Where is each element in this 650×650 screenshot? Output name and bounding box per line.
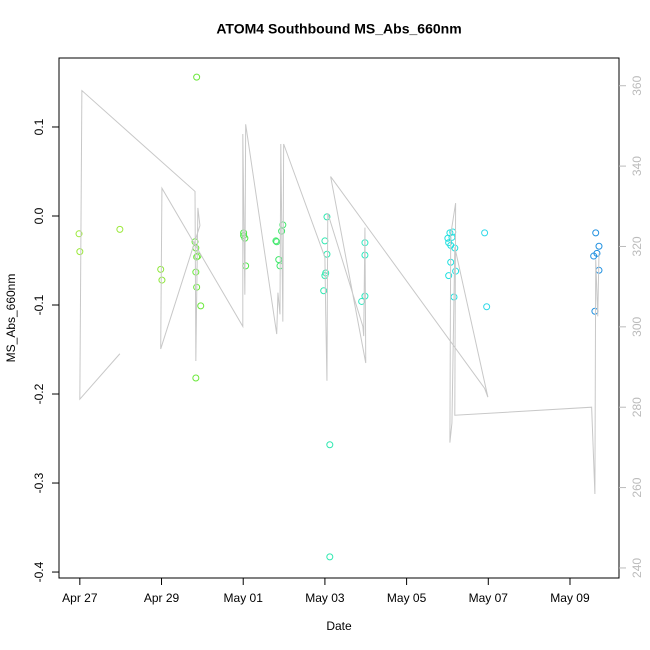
data-point	[158, 276, 166, 284]
x-tick-label: Apr 29	[144, 591, 180, 605]
data-point	[326, 553, 334, 561]
plot-frame	[58, 57, 620, 579]
data-point	[595, 242, 603, 250]
data-point	[193, 253, 201, 261]
data-point	[481, 229, 489, 237]
data-line	[79, 89, 600, 495]
x-axis-label: Date	[326, 619, 352, 633]
y-tick-label: 0.0	[32, 207, 46, 224]
y2-tick-label: 240	[630, 558, 644, 578]
data-point	[157, 265, 165, 273]
y2-tick-label: 280	[630, 397, 644, 417]
data-point	[593, 249, 601, 257]
data-point	[321, 237, 329, 245]
x-tick-label: May 01	[224, 591, 264, 605]
x-tick-label: May 07	[469, 591, 509, 605]
y2-tick-label: 300	[630, 317, 644, 337]
y2-tick-label: 320	[630, 236, 644, 256]
y2-tick-label: 360	[630, 75, 644, 95]
data-point	[116, 225, 124, 233]
chart-title: ATOM4 Southbound MS_Abs_660nm	[216, 21, 461, 37]
data-point	[76, 248, 84, 256]
data-point	[273, 238, 281, 246]
y-tick-label: -0.4	[32, 561, 46, 582]
y-tick-label: -0.3	[32, 472, 46, 493]
data-point	[192, 374, 200, 382]
x-tick-label: May 09	[550, 591, 590, 605]
data-point	[193, 73, 201, 81]
data-point	[320, 287, 328, 295]
y-tick-label: 0.1	[32, 118, 46, 135]
data-point	[445, 272, 453, 280]
data-point	[275, 256, 283, 264]
y-axis-label: MS_Abs_660nm	[4, 274, 18, 363]
y-tick-label: -0.2	[32, 383, 46, 404]
data-point	[358, 297, 366, 305]
x-tick-label: May 03	[305, 591, 345, 605]
data-point	[448, 233, 456, 241]
data-point	[242, 262, 250, 270]
x-tick-label: Apr 27	[62, 591, 98, 605]
y-tick-label: -0.1	[32, 294, 46, 315]
data-point	[326, 441, 334, 449]
data-point	[592, 229, 600, 237]
data-point	[272, 237, 280, 245]
x-tick-label: May 05	[387, 591, 427, 605]
data-point	[197, 302, 205, 310]
data-point	[75, 230, 83, 238]
y2-tick-label: 260	[630, 477, 644, 497]
y2-tick-label: 340	[630, 156, 644, 176]
data-point	[483, 303, 491, 311]
data-point	[323, 213, 331, 221]
data-point	[446, 229, 454, 237]
